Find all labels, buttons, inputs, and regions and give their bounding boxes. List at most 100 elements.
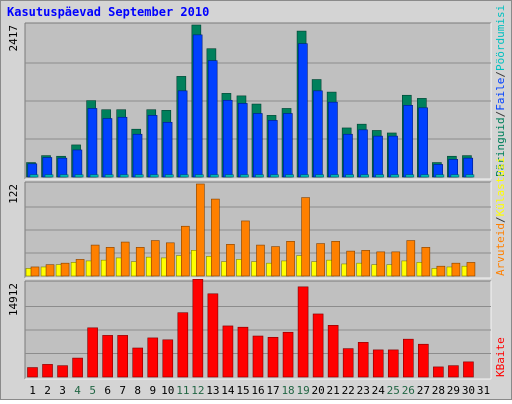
bar-hosts — [361, 250, 371, 277]
day-label: 23 — [357, 384, 370, 397]
bar-kbytes — [177, 312, 189, 378]
bar-kbytes — [42, 364, 53, 378]
bar-kbytes — [237, 326, 249, 378]
bar-kbytes — [342, 348, 354, 378]
legend-entry: / — [494, 71, 507, 78]
bar-hosts — [331, 241, 340, 277]
bar-hosts — [181, 225, 190, 277]
bar-kbytes — [448, 365, 459, 378]
bar-kbytes — [357, 342, 369, 378]
bar-files — [343, 133, 353, 178]
bar-hosts — [316, 243, 325, 277]
bar-kbytes — [372, 349, 384, 378]
day-label: 29 — [447, 384, 460, 397]
bar-files — [192, 34, 203, 178]
day-label: 22 — [342, 384, 355, 397]
bar-hits — [330, 174, 339, 178]
bar-hosts — [90, 244, 100, 277]
bar-files — [102, 118, 113, 178]
legend-entry: Pöördumisi — [494, 5, 507, 71]
bar-hosts — [376, 251, 386, 277]
day-label: 6 — [104, 384, 111, 397]
bar-hosts — [406, 240, 416, 277]
bar-files — [117, 116, 128, 178]
bar-hits — [164, 174, 174, 178]
day-label: 12 — [191, 384, 204, 397]
bar-hits — [210, 174, 219, 178]
bar-files — [283, 113, 293, 178]
bar-hits — [270, 174, 279, 178]
bar-kbytes — [162, 339, 174, 378]
day-label: 14 — [221, 384, 235, 397]
bar-hosts — [301, 197, 310, 277]
bar-hits — [29, 174, 39, 178]
bar-kbytes — [282, 331, 294, 378]
ymax-label-2: 122 — [7, 184, 20, 204]
bar-hits — [89, 174, 99, 178]
day-label: 5 — [89, 384, 96, 397]
bar-hits — [119, 174, 129, 178]
day-label: 30 — [462, 384, 475, 397]
bar-kbytes — [252, 335, 264, 378]
legend-entry: Külastusi — [494, 157, 507, 217]
day-label: 11 — [176, 384, 189, 397]
ymax-label-1: 2417 — [7, 25, 20, 52]
bar-kbytes — [222, 325, 234, 378]
bar-kbytes — [267, 336, 279, 378]
bar-hits — [435, 174, 445, 178]
bar-files — [388, 135, 398, 178]
bar-hits — [405, 174, 415, 178]
bar-files — [373, 135, 383, 178]
day-label: 4 — [74, 384, 81, 397]
bar-files — [237, 103, 248, 178]
legend-3: KBaite — [494, 337, 507, 377]
bar-hosts — [241, 220, 250, 277]
bar-hosts — [346, 250, 355, 277]
bar-hosts — [286, 241, 295, 277]
bar-files — [298, 43, 308, 178]
bar-files — [328, 101, 338, 178]
bar-files — [448, 159, 459, 178]
bar-files — [252, 113, 263, 178]
bar-hits — [450, 174, 460, 178]
bar-files — [177, 90, 188, 178]
bar-kbytes — [57, 365, 68, 378]
legend-entry: Faile — [494, 78, 507, 111]
bar-hits — [180, 174, 189, 178]
bar-hosts — [391, 251, 401, 277]
bar-hosts — [196, 183, 205, 277]
day-label: 1 — [29, 384, 36, 397]
day-label: 16 — [251, 384, 264, 397]
bar-hits — [149, 174, 159, 178]
bar-hosts — [421, 247, 431, 277]
bar-hits — [420, 174, 430, 178]
bar-files — [57, 157, 68, 178]
bar-files — [162, 121, 173, 178]
bar-kbytes — [147, 337, 159, 378]
bar-kbytes — [192, 278, 204, 378]
day-label: 26 — [402, 384, 415, 397]
day-label: 21 — [327, 384, 340, 397]
bar-kbytes — [403, 338, 414, 378]
bar-hits — [375, 174, 385, 178]
bar-files — [72, 149, 83, 178]
bar-hosts — [75, 259, 85, 277]
bar-files — [207, 60, 218, 178]
day-label: 27 — [417, 384, 430, 397]
bar-hits — [240, 174, 249, 178]
bar-hits — [195, 174, 204, 178]
legend-entry: / — [494, 111, 507, 118]
bar-hosts — [165, 242, 175, 277]
bar-hosts — [271, 246, 280, 277]
legend-entry: Arvuteid — [494, 223, 507, 276]
bar-files — [418, 107, 428, 178]
bar-hits — [74, 174, 84, 178]
bar-kbytes — [72, 357, 83, 378]
ymax-label-3: 14912 — [7, 283, 20, 316]
day-label: 3 — [59, 384, 66, 397]
bar-files — [268, 120, 278, 178]
bar-hits — [59, 174, 69, 178]
bar-files — [313, 90, 323, 178]
bar-kbytes — [327, 325, 339, 378]
